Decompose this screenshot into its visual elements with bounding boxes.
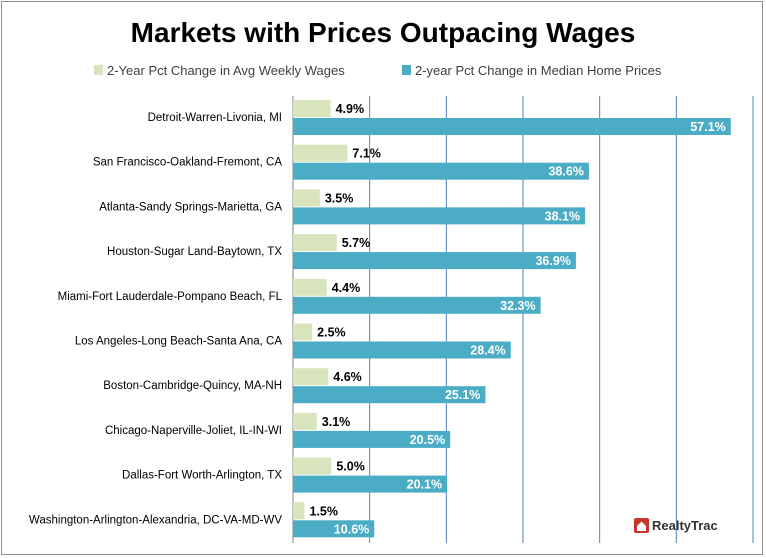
bar-prices [293,386,486,404]
legend-swatch-wages [94,65,103,75]
data-label-wages: 4.9% [336,102,365,116]
bar-wages [293,323,313,341]
legend-swatch-prices [402,65,411,75]
data-label-prices: 57.1% [690,120,725,134]
chart-title: Markets with Prices Outpacing Wages [131,17,636,48]
plot-area: 4.9% 57.1% 7.1% 38.6% 3.5% 38.1% 5.7% 36.9% 4.4%… [293,100,731,538]
category-label: Dallas-Fort Worth-Arlington, TX [122,470,282,482]
bar-prices [293,475,448,493]
data-label-wages: 5.7% [342,236,371,250]
data-label-wages: 5.0% [336,460,365,474]
bar-prices [293,341,511,359]
house-logo-icon [634,518,649,533]
data-label-prices: 36.9% [535,254,570,268]
data-label-wages: 4.6% [333,370,362,384]
bar-wages [293,368,329,386]
category-label: San Francisco-Oakland-Fremont, CA [93,157,283,169]
bar-prices [293,162,589,180]
logo-text: RealtyTrac [652,518,718,533]
category-label: Washington-Arlington-Alexandria, DC-VA-M… [29,514,282,526]
bar-wages [293,234,337,252]
data-label-wages: 7.1% [352,147,381,161]
data-label-prices: 32.3% [500,299,535,313]
data-label-prices: 20.5% [410,433,445,447]
legend: 2-Year Pct Change in Avg Weekly Wages 2-… [94,63,662,78]
data-label-wages: 2.5% [317,326,346,340]
bar-wages [293,412,317,430]
data-label-prices: 20.1% [407,478,442,492]
data-label-prices: 25.1% [445,388,480,402]
category-axis: Detroit-Warren-Livonia, MI San Francisco-… [29,112,283,526]
category-label: Miami-Fort Lauderdale-Pompano Beach, FL [58,291,283,303]
legend-label-prices: 2-year Pct Change in Median Home Prices [415,63,662,78]
bar-prices [293,252,576,270]
data-label-prices: 38.6% [548,165,583,179]
data-label-prices: 10.6% [334,522,369,536]
bar-wages [293,502,305,520]
bar-wages [293,144,348,162]
category-label: Chicago-Naperville-Joliet, IL-IN-WI [105,425,282,437]
data-label-prices: 38.1% [545,209,580,223]
data-label-wages: 1.5% [310,504,339,518]
legend-label-wages: 2-Year Pct Change in Avg Weekly Wages [107,63,345,78]
data-label-wages: 3.1% [322,415,351,429]
realtytrac-logo: RealtyTrac [634,518,718,533]
bar-prices [293,207,586,225]
category-label: Houston-Sugar Land-Baytown, TX [107,246,282,258]
bar-wages [293,189,320,207]
data-label-prices: 28.4% [470,344,505,358]
category-label: Boston-Cambridge-Quincy, MA-NH [103,380,282,392]
bar-wages [293,100,331,117]
category-label: Atlanta-Sandy Springs-Marietta, GA [99,201,282,213]
category-label: Los Angeles-Long Beach-Santa Ana, CA [75,336,282,348]
category-label: Detroit-Warren-Livonia, MI [148,112,282,124]
bar-prices [293,118,731,135]
bar-prices [293,430,451,448]
data-label-wages: 4.4% [332,281,361,295]
bar-wages [293,457,332,475]
bar-prices [293,520,375,538]
data-label-wages: 3.5% [325,191,354,205]
bar-prices [293,296,541,314]
bar-wages [293,278,327,296]
